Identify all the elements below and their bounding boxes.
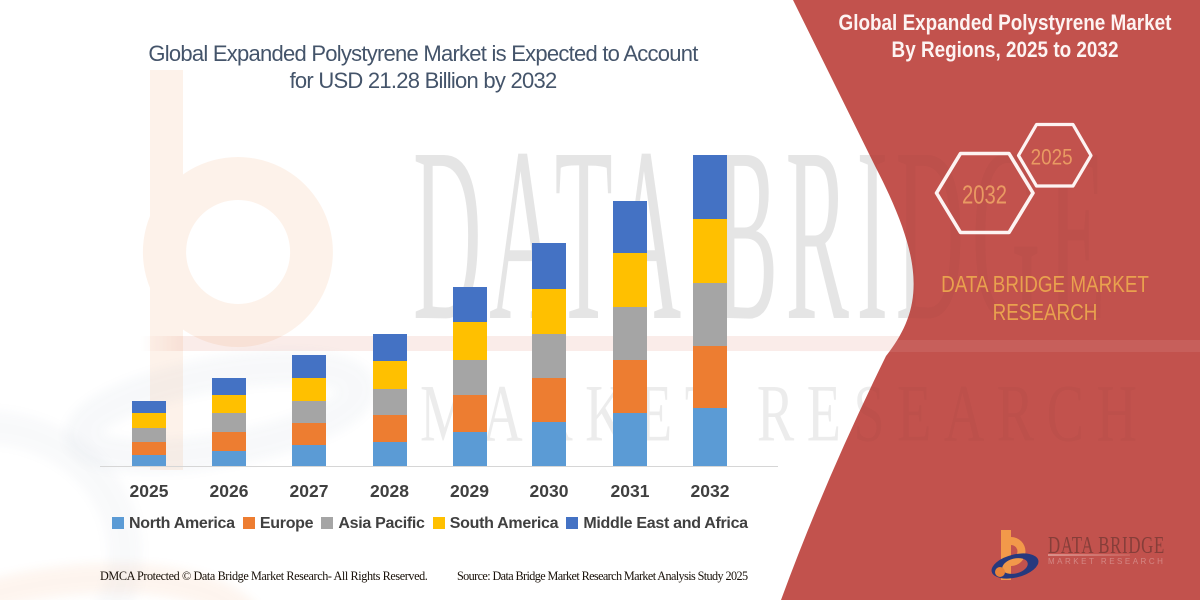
svg-text:2032: 2032 — [962, 180, 1007, 210]
svg-text:2025: 2025 — [1031, 145, 1073, 170]
